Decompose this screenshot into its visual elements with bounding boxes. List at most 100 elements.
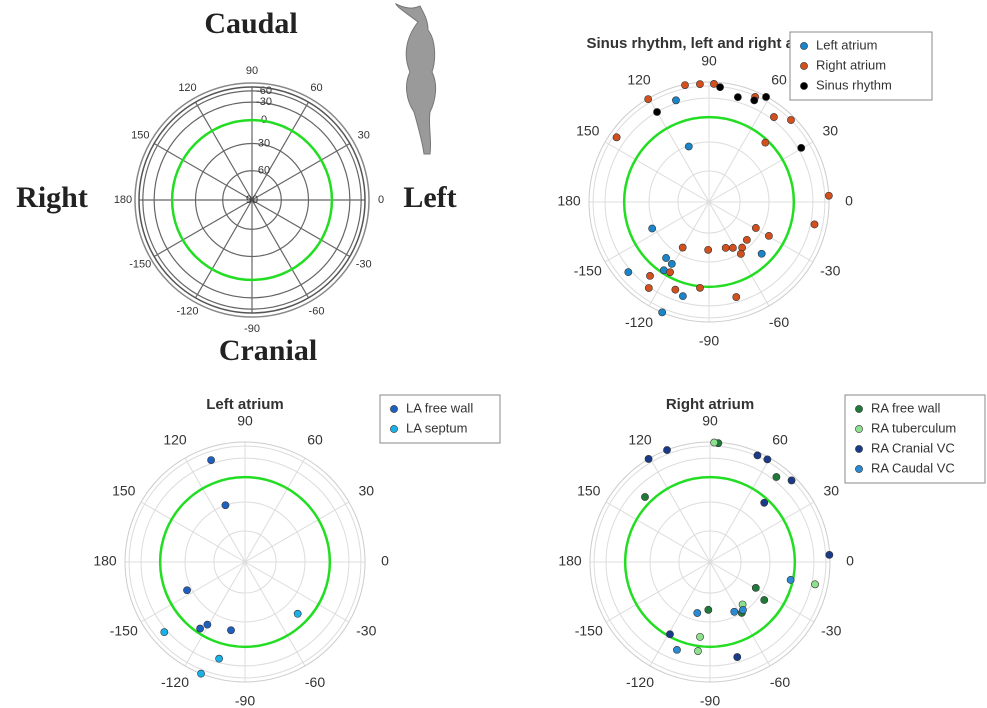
theta-tick-label: 180 xyxy=(557,193,581,209)
data-point xyxy=(752,224,759,231)
theta-tick-label: 0 xyxy=(845,193,853,209)
data-point xyxy=(743,236,750,243)
theta-tick-label: -120 xyxy=(626,674,654,690)
annotation: Cranial xyxy=(219,334,317,367)
data-point xyxy=(734,653,741,660)
r-tick-label: 60 xyxy=(258,165,270,177)
legend-marker xyxy=(390,425,397,432)
data-point xyxy=(659,309,666,316)
theta-tick-label: 120 xyxy=(178,82,196,94)
data-point xyxy=(685,143,692,150)
theta-tick-label: -60 xyxy=(309,306,325,318)
legend-label: LA free wall xyxy=(406,400,473,415)
data-point xyxy=(679,244,686,251)
data-point xyxy=(672,286,679,293)
legend-label: LA septum xyxy=(406,420,467,435)
legend: LA free wall LA septum xyxy=(380,395,500,443)
annotation: Caudal xyxy=(204,7,297,40)
data-point xyxy=(666,631,673,638)
theta-tick-label: 150 xyxy=(112,483,136,499)
data-point xyxy=(227,627,234,634)
legend-marker xyxy=(855,405,862,412)
theta-tick-label: 90 xyxy=(701,53,717,69)
theta-tick-label: 60 xyxy=(307,431,323,447)
theta-tick-label: 150 xyxy=(576,123,600,139)
theta-tick-label: -150 xyxy=(574,263,602,279)
annotation: Left xyxy=(403,181,456,214)
theta-tick-label: 120 xyxy=(627,71,651,87)
theta-tick-label: -120 xyxy=(161,674,189,690)
theta-tick-label: -60 xyxy=(769,314,789,330)
data-point xyxy=(197,670,204,677)
data-point xyxy=(196,625,203,632)
theta-tick-label: -90 xyxy=(235,693,255,708)
theta-tick-label: -30 xyxy=(821,623,841,639)
data-point xyxy=(645,455,652,462)
data-point xyxy=(739,244,746,251)
legend-label: RA tuberculum xyxy=(871,420,956,435)
chart-title: Right atrium xyxy=(666,396,754,413)
data-point xyxy=(762,93,769,100)
data-point xyxy=(826,551,833,558)
theta-tick-label: 180 xyxy=(114,194,132,206)
r-tick-label: -30 xyxy=(256,96,272,108)
data-point xyxy=(663,446,670,453)
r-tick-label: 90 xyxy=(246,194,258,206)
data-point xyxy=(754,452,761,459)
annotation: Right xyxy=(16,181,88,214)
theta-tick-label: -60 xyxy=(305,674,325,690)
data-point xyxy=(161,629,168,636)
theta-tick-label: -120 xyxy=(625,314,653,330)
data-point xyxy=(733,293,740,300)
data-point xyxy=(222,502,229,509)
data-point xyxy=(208,456,215,463)
theta-tick-label: 60 xyxy=(310,82,322,94)
theta-tick-label: -30 xyxy=(356,623,376,639)
r-tick-label: 30 xyxy=(258,137,270,149)
theta-tick-label: 180 xyxy=(558,553,582,569)
data-point xyxy=(696,284,703,291)
data-point xyxy=(645,96,652,103)
data-point xyxy=(646,272,653,279)
data-point xyxy=(764,456,771,463)
legend-marker xyxy=(390,405,397,412)
theta-tick-label: -30 xyxy=(356,258,372,270)
figure: 9060300-30-60-90-120-150180150120-60-300… xyxy=(0,0,987,708)
legend-marker xyxy=(855,465,862,472)
theta-tick-label: -90 xyxy=(699,333,719,349)
data-point xyxy=(625,269,632,276)
data-point xyxy=(294,610,301,617)
data-point xyxy=(731,608,738,615)
legend-marker xyxy=(800,82,807,89)
data-point xyxy=(672,97,679,104)
data-point xyxy=(641,493,648,500)
theta-tick-label: -150 xyxy=(575,623,603,639)
data-point xyxy=(825,192,832,199)
data-point xyxy=(668,260,675,267)
legend-marker xyxy=(800,62,807,69)
data-point xyxy=(762,139,769,146)
theta-tick-label: -30 xyxy=(820,263,840,279)
data-point xyxy=(204,621,211,628)
theta-tick-label: -120 xyxy=(176,306,198,318)
theta-tick-label: 30 xyxy=(823,483,839,499)
legend-label: Left atrium xyxy=(816,37,877,52)
theta-tick-label: 90 xyxy=(237,413,253,429)
data-point xyxy=(752,584,759,591)
theta-tick-label: 60 xyxy=(771,71,787,87)
data-point xyxy=(705,246,712,253)
data-point xyxy=(811,581,818,588)
polar-plot: 9060300-30-60-90-120-150180150120-60-300… xyxy=(16,7,457,367)
data-point xyxy=(679,293,686,300)
data-point xyxy=(216,655,223,662)
theta-tick-label: 120 xyxy=(163,431,187,447)
theta-tick-label: 120 xyxy=(628,431,652,447)
data-point xyxy=(737,250,744,257)
legend-label: Right atrium xyxy=(816,57,886,72)
legend-marker xyxy=(855,445,862,452)
data-point xyxy=(787,116,794,123)
legend-label: Sinus rhythm xyxy=(816,77,892,92)
theta-tick-label: 30 xyxy=(358,129,370,141)
theta-tick-label: -150 xyxy=(110,623,138,639)
legend-label: RA Caudal VC xyxy=(871,460,955,475)
